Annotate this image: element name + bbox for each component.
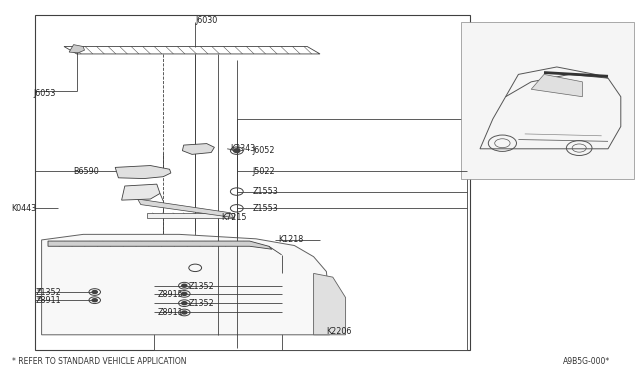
- Text: K3343: K3343: [230, 144, 255, 153]
- Circle shape: [182, 284, 187, 287]
- Text: Z1352: Z1352: [189, 299, 214, 308]
- Text: J6052: J6052: [253, 146, 275, 155]
- Polygon shape: [115, 166, 171, 179]
- Circle shape: [182, 292, 187, 295]
- Text: K7215: K7215: [221, 213, 246, 222]
- Bar: [147, 213, 234, 218]
- Circle shape: [92, 291, 97, 294]
- Polygon shape: [138, 199, 234, 218]
- Text: Z8911: Z8911: [35, 296, 61, 305]
- Text: *: *: [36, 296, 41, 305]
- Text: Z1553: Z1553: [253, 187, 278, 196]
- Circle shape: [92, 299, 97, 302]
- Text: B6590: B6590: [74, 167, 99, 176]
- Text: J6053: J6053: [33, 89, 56, 97]
- Polygon shape: [42, 234, 330, 335]
- Bar: [237, 119, 467, 350]
- Polygon shape: [69, 45, 84, 53]
- Text: * REFER TO STANDARD VEHICLE APPLICATION: * REFER TO STANDARD VEHICLE APPLICATION: [12, 357, 186, 366]
- Polygon shape: [122, 184, 160, 200]
- Text: J5022: J5022: [253, 167, 275, 176]
- Circle shape: [234, 149, 240, 153]
- Text: K2206: K2206: [326, 327, 352, 336]
- Bar: [35, 15, 470, 350]
- Text: A9B5G-000*: A9B5G-000*: [563, 357, 611, 366]
- Circle shape: [182, 302, 187, 305]
- Polygon shape: [314, 273, 346, 335]
- Polygon shape: [48, 241, 272, 249]
- Circle shape: [182, 311, 187, 314]
- Text: Z1352: Z1352: [189, 282, 214, 291]
- Text: J6030: J6030: [195, 16, 218, 25]
- Text: K1218: K1218: [278, 235, 303, 244]
- Bar: [154, 268, 282, 350]
- Text: *: *: [36, 288, 41, 296]
- Text: Z8911: Z8911: [158, 308, 184, 317]
- Bar: [461, 22, 634, 179]
- Text: Z1352: Z1352: [35, 288, 61, 296]
- Polygon shape: [531, 74, 582, 97]
- Text: K0443: K0443: [12, 204, 36, 213]
- Polygon shape: [182, 144, 214, 154]
- Text: Z1553: Z1553: [253, 204, 278, 213]
- Text: Z8915: Z8915: [158, 291, 184, 299]
